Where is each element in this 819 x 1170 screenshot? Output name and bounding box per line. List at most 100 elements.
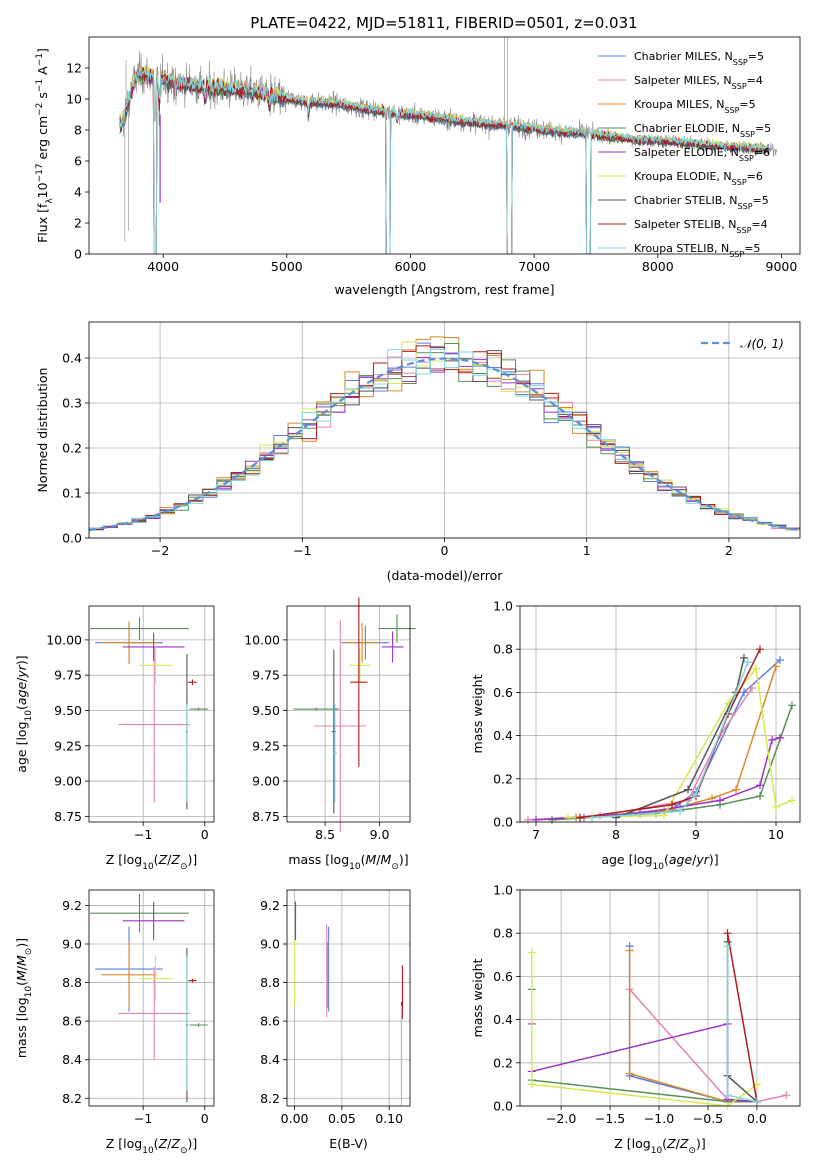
y-tick-label: 0.6 xyxy=(493,969,513,984)
y-tick-label: 2 xyxy=(74,216,82,231)
x-tick-label: 8000 xyxy=(642,259,674,274)
x-tick-label: −0.5 xyxy=(693,1111,723,1126)
error-bar-point xyxy=(378,614,416,643)
mass-weight-marker xyxy=(748,684,756,693)
axes-residuals: −2 −1 0 1 2 0.0 0.1 0.2 0.3 0.4 xyxy=(62,351,733,559)
y-tick-label: 6 xyxy=(74,154,82,169)
mass-weight-marker xyxy=(548,815,556,824)
legend-label: Salpeter MILES, NSSP=4 xyxy=(634,74,763,91)
y-tick-label: 0.2 xyxy=(62,441,82,456)
error-bar-point xyxy=(118,646,190,803)
axes-frame xyxy=(286,605,411,823)
axes-frame xyxy=(519,605,801,823)
y-tick-label: 0.4 xyxy=(62,351,82,366)
mass-weight-marker xyxy=(684,785,692,794)
model-spectrum-salpeter-miles xyxy=(119,68,592,254)
legend-label: Kroupa STELIB, NSSP=5 xyxy=(634,242,760,259)
mass-weight-marker xyxy=(768,735,776,744)
x-tick-label: 9.0 xyxy=(370,827,390,842)
x-tick-label: 0 xyxy=(201,1111,209,1126)
normal-curve xyxy=(88,357,801,532)
y-tick-label: 9.75 xyxy=(252,668,280,683)
x-tick-label: 9 xyxy=(692,827,700,842)
error-bar-point xyxy=(186,703,188,803)
y-tick-label: 9.2 xyxy=(62,898,82,913)
legend-label: Salpeter STELIB, NSSP=4 xyxy=(634,218,768,235)
y-tick-label: 8.8 xyxy=(62,975,82,990)
mass-weight-marker xyxy=(668,800,676,809)
y-tick-label: 1.0 xyxy=(493,599,513,614)
y-tick-label: 0.6 xyxy=(493,685,513,700)
error-bar-point xyxy=(90,617,189,640)
mass-weight-marker xyxy=(788,796,796,805)
mass-weight-marker xyxy=(788,701,796,710)
axes-mass_vs_Z: −1 0 8.2 8.4 8.6 8.8 9.0 9.2 xyxy=(62,898,209,1126)
y-axis-label: age [log10(age/yr)] xyxy=(14,655,34,772)
y-axis-label: mass weight xyxy=(470,958,485,1037)
mass-weight-marker xyxy=(723,929,732,938)
model-spectrum-kroupa-stelib xyxy=(119,66,770,254)
x-tick-label: 8 xyxy=(612,827,620,842)
mass-weight-marker xyxy=(716,796,724,805)
x-tick-label: 0 xyxy=(201,827,209,842)
axes-mass_weight_vs_age: 7 8 9 10 0.0 0.2 0.4 0.6 0.8 1.0 xyxy=(493,599,784,843)
panel-mass_weight_vs_age: 7 8 9 10 0.0 0.2 0.4 0.6 0.8 1.0 age [log10(age/yr… xyxy=(470,599,801,872)
mass-weight-marker xyxy=(756,792,764,801)
x-tick-label: −1 xyxy=(293,543,311,558)
axes-mass_vs_ebv: 0.00 0.05 0.10 8.2 8.4 8.6 8.8 9.0 9.2 xyxy=(260,898,403,1126)
error-bar-point xyxy=(118,967,190,1060)
mass-weight-marker xyxy=(692,789,700,798)
legend-label: Salpeter ELODIE, NSSP=6 xyxy=(634,146,770,163)
y-tick-label: 0.3 xyxy=(62,396,82,411)
error-bar-point xyxy=(122,901,185,941)
panel-age_vs_mass: 8.5 9.0 8.75 9.00 9.25 9.50 9.75 10.00 mass [log… xyxy=(244,597,416,872)
axes-mass_weight_vs_Z: −2.0 −1.5 −1.0 −0.5 0.0 0.0 0.2 0.4 0.6 0.8 1.0 xyxy=(493,883,767,1127)
mass-weight-marker xyxy=(740,653,748,662)
error-bar-point xyxy=(189,707,208,711)
legend-label: Chabrier MILES, NSSP=5 xyxy=(634,50,764,67)
y-tick-label: 10.00 xyxy=(46,632,82,647)
mass-weight-marker xyxy=(723,942,732,951)
mass-weight-marker xyxy=(564,813,572,822)
error-bar-point xyxy=(293,707,340,711)
mass-weight-line-kroupa-elodie xyxy=(567,666,793,819)
x-tick-label: 0.10 xyxy=(375,1111,403,1126)
legend-label: 𝒩(0, 1) xyxy=(740,337,784,351)
panel-mass_vs_Z: −1 0 8.2 8.4 8.6 8.8 9.0 9.2 Z [log10(Z/Z⊙)] mass… xyxy=(14,889,215,1156)
y-tick-label: 0.0 xyxy=(493,1099,513,1114)
x-tick-label: 4000 xyxy=(147,259,179,274)
y-tick-label: 0.4 xyxy=(493,1012,513,1027)
mass-weight-line-kroupa-elodie xyxy=(530,952,758,1107)
x-axis-label: age [log10(age/yr)] xyxy=(601,852,718,872)
x-axis-label: mass [log10(M/M⊙)] xyxy=(288,852,408,872)
legend-label: Kroupa ELODIE, NSSP=6 xyxy=(634,170,763,187)
error-bar-point xyxy=(139,645,172,686)
y-axis-label: mass [log10(M/M⊙)] xyxy=(14,938,34,1058)
error-bar-point xyxy=(189,1023,208,1027)
chart-panels: 4000 5000 6000 7000 8000 9000024681012wavelen… xyxy=(14,36,801,1156)
x-tick-label: −2 xyxy=(151,543,169,558)
x-tick-label: 5000 xyxy=(271,259,303,274)
error-bar-point xyxy=(101,621,157,664)
x-tick-label: 9000 xyxy=(766,259,798,274)
mass-weight-marker xyxy=(752,664,760,673)
panel-spectrum: 4000 5000 6000 7000 8000 9000 0 2 4 6 8 10 12 wavelen… xyxy=(35,36,801,297)
error-bar-point xyxy=(139,955,172,1002)
mass-weight-marker xyxy=(776,656,784,664)
y-tick-label: 0 xyxy=(74,247,82,262)
x-tick-label: −1.0 xyxy=(644,1111,674,1126)
error-bar-point xyxy=(332,703,338,803)
mass-weight-line-kroupa-miles xyxy=(628,950,757,1103)
x-tick-label: 7 xyxy=(532,827,540,842)
model-spectrum-chabrier-miles xyxy=(119,70,592,254)
y-tick-label: 0.2 xyxy=(493,1055,513,1070)
x-axis-label: Z [log10(Z/Z⊙)] xyxy=(106,1136,198,1156)
x-axis-label: wavelength [Angstrom, rest frame] xyxy=(334,282,554,297)
mass-weight-marker xyxy=(625,946,634,955)
mass-weight-marker xyxy=(532,815,540,824)
error-bar-point xyxy=(188,679,197,686)
mass-weight-marker xyxy=(527,948,536,957)
error-bar-point xyxy=(381,631,404,663)
mass-weight-line-kroupa-stelib xyxy=(591,661,749,819)
y-axis-label: mass weight xyxy=(470,674,485,753)
